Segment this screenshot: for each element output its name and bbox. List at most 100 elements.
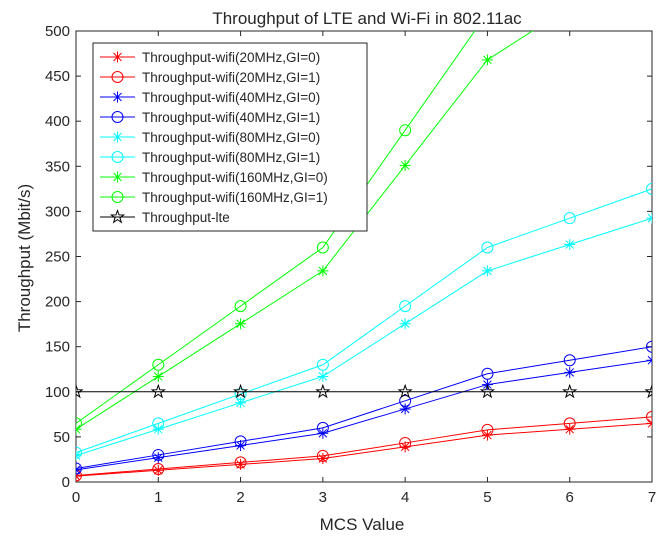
data-point-asterisk: [112, 171, 123, 183]
data-point-circle: [481, 423, 494, 436]
y-tick-label: 50: [53, 429, 70, 446]
data-point-asterisk: [152, 452, 164, 464]
data-point-circle: [111, 111, 124, 123]
series-6: [76, 182, 652, 459]
x-tick-label: 4: [401, 489, 409, 506]
y-tick-label: 500: [45, 23, 70, 40]
data-point-asterisk: [317, 370, 329, 382]
legend-box: [92, 42, 368, 232]
data-point-circle: [316, 358, 329, 371]
data-point-asterisk: [564, 239, 576, 251]
series-line: [76, 422, 652, 477]
legend-entry-label: Throughput-wifi(80MHz,GI=0): [142, 130, 320, 145]
data-point-asterisk: [399, 441, 411, 453]
legend-entry-label: Throughput-wifi(160MHz,GI=1): [142, 190, 328, 205]
data-point-circle: [152, 417, 165, 430]
data-point-circle: [399, 300, 412, 313]
data-point-asterisk: [235, 397, 247, 409]
data-point-circle: [76, 417, 82, 430]
data-point-circle: [316, 449, 329, 462]
data-point-star: [150, 383, 166, 399]
data-point-circle: [234, 456, 247, 469]
data-point-asterisk: [235, 458, 247, 470]
legend: Throughput-wifi(20MHz,GI=0) Throughput-wi…: [92, 42, 368, 232]
data-point-star: [232, 383, 249, 399]
data-point-asterisk: [112, 91, 123, 103]
data-point-circle: [563, 354, 576, 367]
data-point-circle: [152, 448, 165, 461]
data-point-circle: [152, 463, 165, 476]
series-line: [76, 346, 652, 469]
y-tick-label: 300: [45, 203, 70, 220]
data-point-asterisk: [399, 318, 411, 330]
series-line: [76, 217, 652, 457]
data-point-asterisk: [152, 464, 164, 476]
data-point-circle: [481, 241, 494, 254]
data-point-circle: [111, 151, 124, 163]
y-tick-label: 0: [62, 474, 70, 491]
data-point-star: [562, 383, 578, 399]
data-point-circle: [316, 241, 329, 254]
data-point-asterisk: [317, 453, 329, 465]
series-line: [76, 359, 652, 471]
data-point-circle: [76, 446, 82, 459]
data-point-star: [76, 383, 84, 399]
data-point-asterisk: [112, 131, 123, 143]
series-9: [76, 383, 652, 399]
chart-title: Throughput of LTE and Wi-Fi in 802.11ac: [212, 9, 522, 28]
legend-entry-label: Throughput-lte: [142, 210, 230, 225]
data-point-circle: [399, 394, 412, 407]
data-point-star: [644, 383, 652, 399]
x-tick-label: 7: [648, 489, 656, 506]
legend-entry-label: Throughput-wifi(160MHz,GI=0): [142, 170, 328, 185]
data-point-star: [397, 383, 413, 399]
data-point-asterisk: [152, 370, 164, 382]
series-2: [76, 410, 652, 482]
data-point-asterisk: [235, 439, 247, 451]
data-point-asterisk: [399, 159, 411, 171]
series-line: [76, 188, 652, 454]
x-tick-label: 3: [319, 489, 327, 506]
data-point-asterisk: [112, 51, 123, 63]
data-point-circle: [76, 469, 82, 482]
data-point-star: [479, 383, 496, 399]
x-tick-label: 6: [566, 489, 574, 506]
data-point-circle: [234, 300, 247, 313]
legend-entry-label: Throughput-wifi(20MHz,GI=1): [142, 70, 320, 85]
data-point-circle: [111, 191, 124, 203]
series-line: [76, 416, 652, 477]
data-point-circle: [646, 340, 652, 353]
y-tick-label: 150: [45, 339, 70, 356]
data-point-asterisk: [481, 54, 493, 66]
data-point-circle: [152, 358, 165, 371]
x-tick-label: 0: [72, 489, 80, 506]
y-tick-label: 350: [45, 158, 70, 175]
data-point-circle: [76, 462, 82, 475]
y-tick-label: 200: [45, 294, 70, 311]
data-point-circle: [646, 410, 652, 423]
data-point-star: [109, 208, 126, 224]
data-point-circle: [646, 182, 652, 195]
data-point-circle: [234, 388, 247, 401]
axes: 0 1 2 3 4 5 6 7 0 50 100 150 200 250 300 350 400 450 500: [45, 23, 656, 506]
data-point-circle: [481, 367, 494, 380]
data-point-asterisk: [481, 265, 493, 277]
y-tick-label: 100: [45, 384, 70, 401]
series-4: [76, 340, 652, 475]
data-point-circle: [111, 71, 124, 83]
x-axis-label: MCS Value: [320, 515, 405, 534]
legend-entry-label: Throughput-wifi(40MHz,GI=0): [142, 90, 320, 105]
y-tick-label: 400: [45, 113, 70, 130]
data-point-asterisk: [317, 265, 329, 277]
data-point-asterisk: [235, 318, 247, 330]
data-point-circle: [563, 417, 576, 430]
legend-entry-label: Throughput-wifi(40MHz,GI=1): [142, 110, 320, 125]
data-point-circle: [316, 421, 329, 434]
y-axis-label: Throughput (Mbit/s): [15, 184, 34, 332]
data-point-circle: [399, 436, 412, 449]
legend-entry-label: Throughput-wifi(20MHz,GI=0): [142, 50, 320, 65]
data-point-circle: [399, 124, 412, 137]
legend-entry-label: Throughput-wifi(80MHz,GI=1): [142, 150, 320, 165]
data-point-circle: [234, 435, 247, 448]
